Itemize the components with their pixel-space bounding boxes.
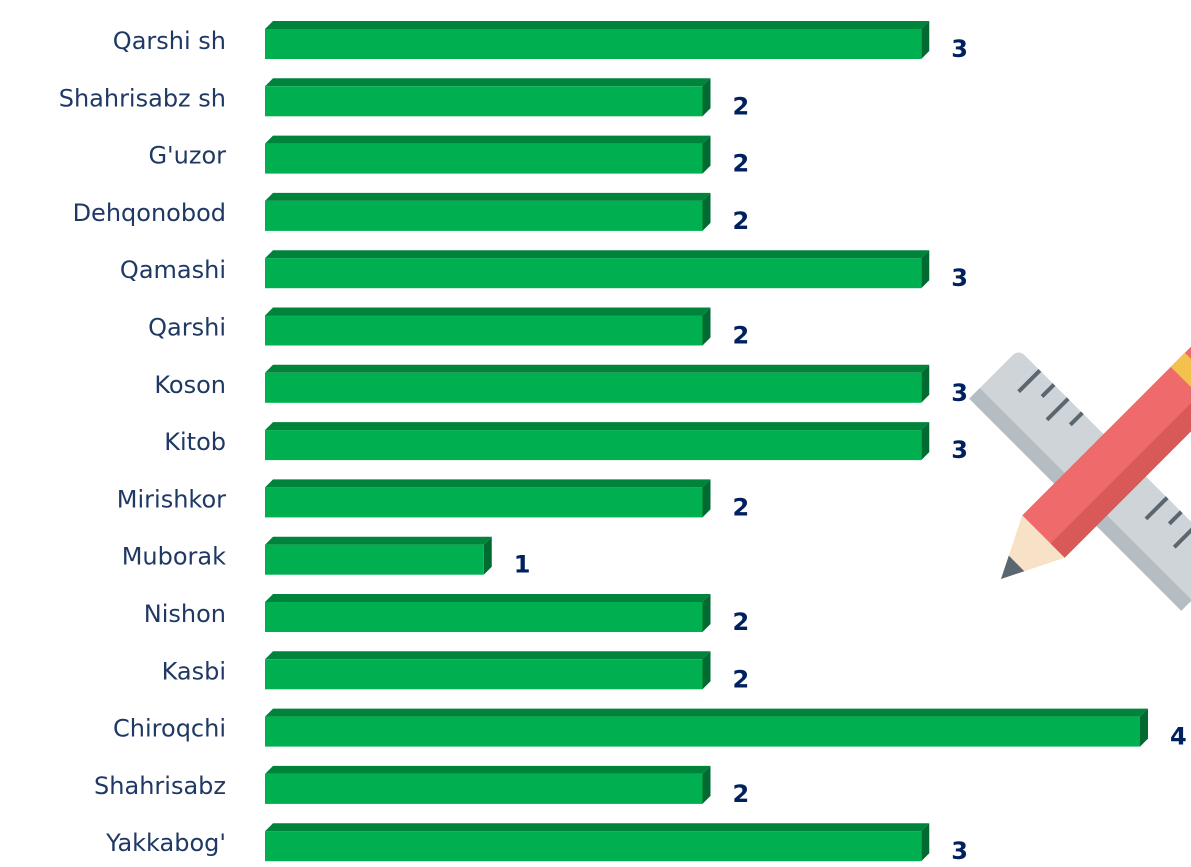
- bar: [265, 144, 703, 174]
- bar: [265, 373, 921, 403]
- bar-top: [265, 308, 711, 316]
- bar: [265, 487, 703, 517]
- bar-top: [265, 479, 711, 487]
- page: Qarshi sh 3 Shahrisabz sh 2 G'uzor 2 Dehqonobo…: [0, 0, 1191, 867]
- decoration: [969, 332, 1191, 611]
- category-label: G'uzor: [148, 142, 226, 170]
- value-label: 3: [951, 264, 968, 292]
- bar: [265, 602, 703, 632]
- category-label: Kitob: [164, 428, 226, 456]
- bar: [265, 659, 703, 689]
- value-label: 2: [733, 493, 750, 521]
- value-label: 2: [733, 608, 750, 636]
- category-label: Kasbi: [162, 657, 226, 685]
- bar: [265, 258, 921, 288]
- bar-top: [265, 537, 492, 545]
- value-label: 3: [951, 436, 968, 464]
- chart: Qarshi sh 3 Shahrisabz sh 2 G'uzor 2 Dehqonobo…: [0, 0, 1191, 867]
- bar-top: [265, 709, 1148, 717]
- bar: [265, 774, 703, 804]
- value-label: 2: [733, 92, 750, 120]
- category-label: Qarshi sh: [113, 27, 226, 55]
- bar-top: [265, 766, 711, 774]
- bar-top: [265, 21, 929, 29]
- bar: [265, 201, 703, 231]
- category-label: Yakkabog': [105, 829, 226, 857]
- category-label: Dehqonobod: [73, 199, 226, 227]
- bar-top: [265, 823, 929, 831]
- value-label: 3: [951, 379, 968, 407]
- category-label: Qarshi: [148, 314, 226, 342]
- category-label: Qamashi: [120, 256, 226, 284]
- value-label: 2: [733, 150, 750, 178]
- category-label: Chiroqchi: [113, 715, 226, 743]
- category-label: Shahrisabz sh: [59, 84, 226, 112]
- value-label: 2: [733, 322, 750, 350]
- category-label: Mirishkor: [117, 485, 226, 513]
- value-label: 1: [514, 551, 531, 579]
- bar: [265, 545, 484, 575]
- category-label: Koson: [154, 371, 226, 399]
- bar: [265, 86, 703, 116]
- bar-top: [265, 193, 711, 201]
- bar: [265, 316, 703, 346]
- bar-top: [265, 136, 711, 144]
- value-label: 3: [951, 837, 968, 865]
- bar-top: [265, 651, 711, 659]
- value-label: 4: [1170, 723, 1187, 751]
- bar-top: [265, 422, 929, 430]
- bar: [265, 430, 921, 460]
- value-label: 3: [951, 35, 968, 63]
- bar: [265, 717, 1140, 747]
- bar-top: [265, 78, 711, 86]
- bar: [265, 831, 921, 861]
- value-label: 2: [733, 780, 750, 808]
- category-label: Nishon: [144, 600, 226, 628]
- bar-top: [265, 594, 711, 602]
- category-label: Shahrisabz: [94, 772, 226, 800]
- bar-top: [265, 250, 929, 258]
- value-label: 2: [733, 665, 750, 693]
- bar-top: [265, 365, 929, 373]
- value-label: 2: [733, 207, 750, 235]
- category-label: Muborak: [122, 543, 226, 571]
- bar: [265, 29, 921, 59]
